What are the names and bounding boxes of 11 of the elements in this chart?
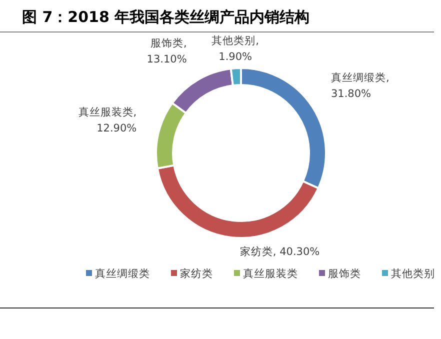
- legend-label: 家纺类: [180, 267, 213, 280]
- data-label: 真丝绸缎类, 31.80%: [330, 71, 390, 100]
- data-label: 其他类别, 1.90%: [212, 34, 260, 64]
- data-label: 家纺类, 40.30%: [240, 245, 320, 258]
- legend-label: 服饰类: [328, 267, 361, 280]
- legend-label: 其他类别: [391, 267, 435, 280]
- chart-title: 图 7：2018 年我国各类丝绸产品内销结构: [22, 8, 310, 26]
- legend-label: 真丝绸缎类: [95, 267, 150, 280]
- data-label: 真丝服装类, 12.90%: [78, 105, 137, 134]
- legend-label: 真丝服装类: [243, 267, 298, 280]
- data-label: 服饰类, 13.10%: [146, 36, 187, 66]
